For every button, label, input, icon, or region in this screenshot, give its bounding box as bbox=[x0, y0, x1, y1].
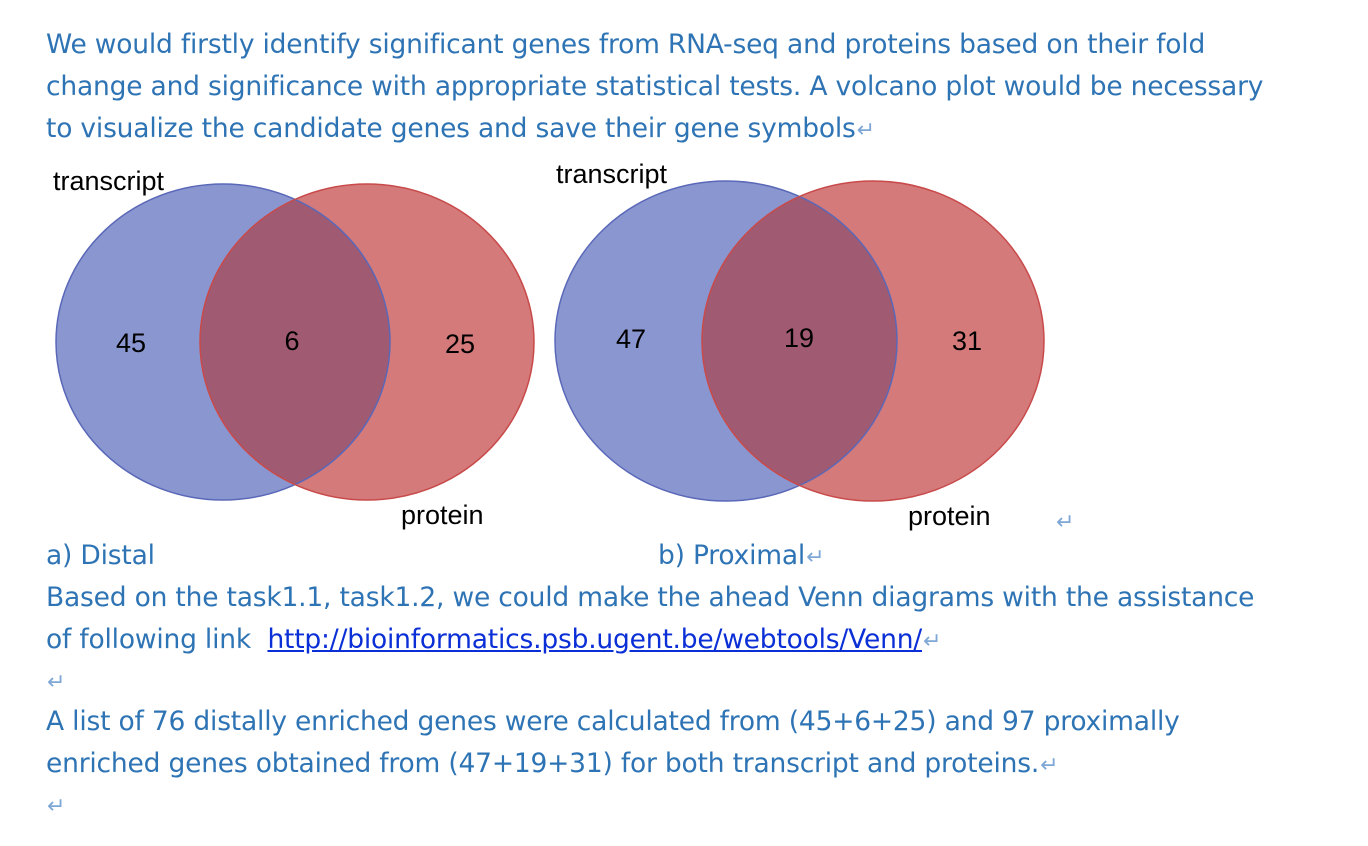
venn-webtool-link[interactable]: http://bioinformatics.psb.ugent.be/webto… bbox=[267, 624, 923, 655]
intro-line-3: to visualize the candidate genes and sav… bbox=[46, 113, 856, 144]
empty-paragraph-1: ↵ bbox=[47, 670, 66, 695]
intro-line-3-wrapper: to visualize the candidate genes and sav… bbox=[46, 108, 875, 152]
distal-protein-label: protein bbox=[401, 500, 484, 530]
venn-distal: transcript protein 45 6 25 bbox=[53, 166, 535, 530]
proximal-transcript-label: transcript bbox=[556, 159, 668, 189]
caption-distal: a) Distal bbox=[46, 540, 155, 571]
proximal-only-transcript-count: 47 bbox=[616, 324, 646, 354]
proximal-transcript-outline bbox=[554, 180, 898, 502]
paragraph-mark: ↵ bbox=[856, 118, 875, 143]
proximal-overlap-count: 19 bbox=[784, 323, 814, 353]
distal-only-protein-count: 25 bbox=[445, 329, 475, 359]
body-line-2: of following link http://bioinformatics.… bbox=[46, 619, 941, 663]
body-line-2-prefix: of following link bbox=[46, 624, 268, 655]
venn-diagrams: transcript protein 45 6 25 transcript pr… bbox=[53, 159, 1045, 531]
summary-line-1: A list of 76 distally enriched genes wer… bbox=[46, 706, 1180, 737]
proximal-overlap-region bbox=[702, 181, 897, 501]
proximal-protein-label: protein bbox=[908, 501, 991, 531]
caption-proximal: b) Proximal bbox=[658, 540, 806, 571]
distal-overlap-region bbox=[200, 184, 390, 500]
paragraph-mark: ↵ bbox=[806, 545, 825, 570]
intro-line-1: We would firstly identify significant ge… bbox=[46, 29, 1206, 60]
summary-line-2: enriched genes obtained from (47+19+31) … bbox=[46, 748, 1040, 779]
distal-only-transcript-count: 45 bbox=[116, 328, 146, 358]
paragraph-mark-venn: ↵ bbox=[1056, 510, 1075, 535]
distal-transcript-label: transcript bbox=[53, 166, 165, 196]
caption-proximal-wrapper: b) Proximal↵ bbox=[658, 535, 825, 579]
venn-proximal: transcript protein 47 19 31 bbox=[554, 159, 1045, 531]
distal-overlap-count: 6 bbox=[284, 326, 299, 356]
summary-line-2-wrapper: enriched genes obtained from (47+19+31) … bbox=[46, 743, 1058, 787]
empty-paragraph-2: ↵ bbox=[47, 794, 66, 819]
distal-protein-outline bbox=[199, 183, 535, 501]
proximal-protein-outline bbox=[701, 180, 1045, 502]
paragraph-mark: ↵ bbox=[923, 629, 942, 654]
paragraph-mark: ↵ bbox=[1040, 753, 1059, 778]
proximal-only-protein-count: 31 bbox=[952, 326, 982, 356]
intro-line-2: change and significance with appropriate… bbox=[46, 71, 1264, 102]
distal-transcript-outline bbox=[55, 183, 391, 501]
body-line-1: Based on the task1.1, task1.2, we could … bbox=[46, 582, 1255, 613]
